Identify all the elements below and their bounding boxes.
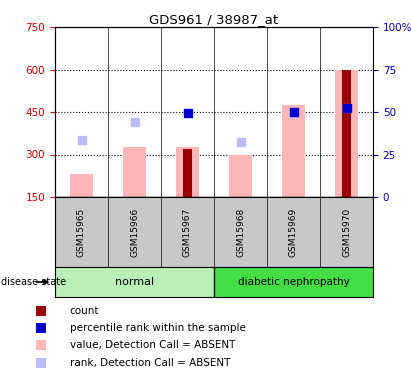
Bar (342, 69, 351, 197)
Text: normal: normal (115, 277, 154, 287)
Text: disease state: disease state (1, 277, 66, 287)
Bar (55, 267, 214, 297)
Bar (282, 105, 305, 197)
Text: value, Detection Call = ABSENT: value, Detection Call = ABSENT (70, 340, 235, 350)
Point (78, 137, 85, 143)
Text: percentile rank within the sample: percentile rank within the sample (70, 323, 246, 333)
Bar (183, 149, 192, 197)
Text: count: count (70, 306, 99, 316)
Point (290, 110, 297, 116)
Bar (214, 267, 373, 297)
Text: GSM15967: GSM15967 (183, 207, 192, 256)
Bar (175, 147, 199, 197)
Text: GSM15969: GSM15969 (289, 207, 298, 256)
Point (343, 105, 350, 111)
Bar (335, 69, 358, 197)
Title: GDS961 / 38987_at: GDS961 / 38987_at (150, 13, 279, 26)
Text: GSM15965: GSM15965 (77, 207, 86, 256)
Point (184, 110, 191, 116)
Bar (122, 147, 146, 197)
Point (131, 119, 138, 125)
Text: GSM15966: GSM15966 (130, 207, 139, 256)
Point (290, 109, 297, 115)
Bar (229, 154, 252, 197)
Point (343, 105, 350, 111)
Text: rank, Detection Call = ABSENT: rank, Detection Call = ABSENT (70, 357, 230, 368)
Text: diabetic nephropathy: diabetic nephropathy (238, 277, 349, 287)
Text: GSM15968: GSM15968 (236, 207, 245, 256)
Text: GSM15970: GSM15970 (342, 207, 351, 256)
Bar (69, 174, 93, 197)
Point (237, 139, 244, 145)
